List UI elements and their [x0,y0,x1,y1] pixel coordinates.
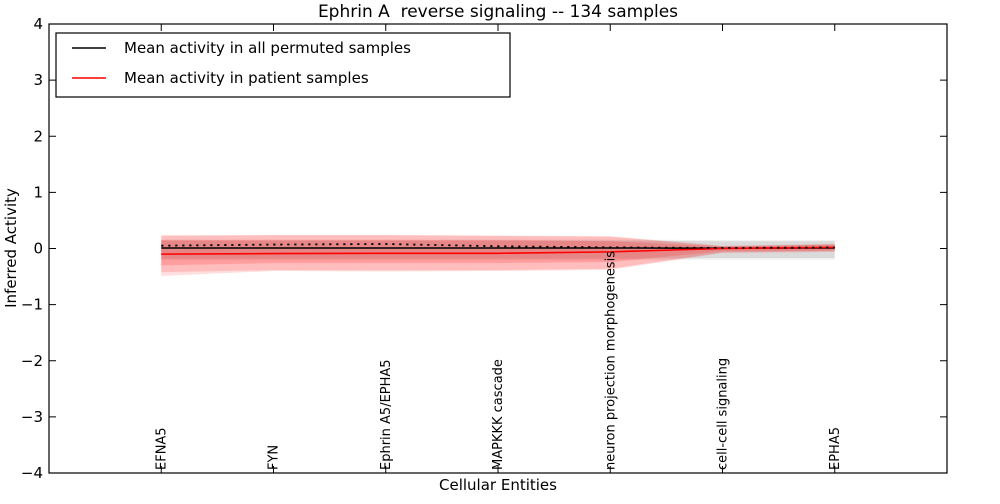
x-tick-label: MAPKKK cascade [491,359,506,470]
y-axis-label: Inferred Activity [2,188,20,308]
x-tick-label: Ephrin A5/EPHA5 [379,359,394,470]
x-tick-label: neuron projection morphogenesis [603,251,618,470]
x-axis-label: Cellular Entities [439,476,557,494]
y-tick-label: 2 [33,127,43,145]
y-tick-labels: 4 3 2 1 0 −1 −2 −3 −4 [21,15,43,482]
x-tick-label: cell-cell signaling [716,358,731,470]
y-tick-label: −3 [21,408,43,426]
x-tick-label: EPHA5 [828,427,843,470]
y-tick-label: 1 [33,183,43,201]
legend-label-patient: Mean activity in patient samples [124,69,369,87]
y-tick-label: 4 [33,15,43,33]
y-tick-label: 3 [33,71,43,89]
x-tick-label: EFNA5 [154,427,169,470]
y-tick-label: −4 [21,464,43,482]
y-tick-label: 0 [33,240,43,258]
legend-label-permuted: Mean activity in all permuted samples [124,39,411,57]
x-tick-label: FYN [267,445,282,470]
y-tick-label: −1 [21,296,43,314]
y-tick-label: −2 [21,352,43,370]
chart-title: Ephrin A reverse signaling -- 134 sample… [318,2,678,22]
legend: Mean activity in all permuted samples Me… [56,33,510,97]
